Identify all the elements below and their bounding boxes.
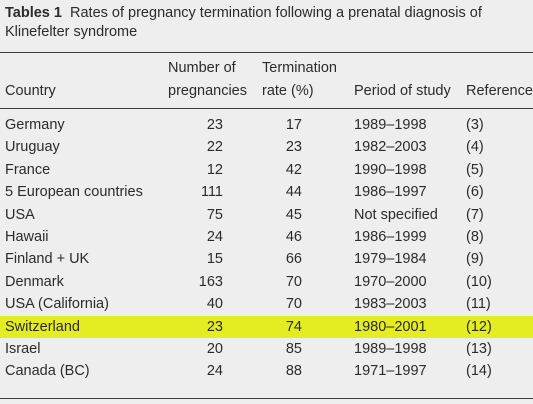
cell-reference: (3): [466, 117, 484, 133]
cell-period-of-study: 1970–2000: [354, 273, 427, 290]
table-row: Israel 20 85 1989–1998 (13): [0, 338, 533, 360]
cell-reference: (7): [466, 206, 484, 223]
cell-termination-rate: 44: [285, 184, 302, 201]
table-row: Finland + UK 15 66 1979–1984 (9): [0, 248, 533, 270]
cell-country: Finland + UK: [5, 251, 90, 268]
cell-termination-rate: 85: [285, 340, 302, 357]
cell-period-of-study: 1980–2001: [354, 318, 427, 335]
cell-reference: (9): [466, 251, 484, 268]
header-number-of-pregnancies: Number of pregnancies: [168, 59, 247, 101]
cell-reference: (13): [466, 340, 492, 357]
table-caption: Tables 1 Rates of pregnancy termination …: [5, 4, 525, 42]
cell-period-of-study: 1989–1998: [354, 340, 427, 357]
cell-termination-rate: 45: [285, 206, 302, 223]
cell-period-of-study: 1989–1998: [354, 117, 427, 133]
header-number-line1: Number of: [168, 60, 236, 76]
table-body: Germany 23 17 1989–1998 (3) Uruguay 22 23 1982–2…: [0, 114, 533, 383]
table-row: Uruguay 22 23 1982–2003 (4): [0, 136, 533, 158]
header-country: Country: [5, 83, 56, 99]
cell-termination-rate: 17: [285, 117, 302, 133]
cell-period-of-study: 1982–2003: [354, 139, 427, 156]
table-row: France 12 42 1990–1998 (5): [0, 159, 533, 181]
table-bottom-rule: [0, 398, 533, 399]
cell-termination-rate: 88: [285, 363, 302, 380]
cell-number-of-pregnancies: 163: [198, 273, 223, 290]
table-row: USA (California) 40 70 1983–2003 (11): [0, 293, 533, 315]
cell-period-of-study: 1986–1999: [354, 228, 427, 245]
cell-country: Switzerland: [5, 318, 80, 335]
cell-country: USA (California): [5, 296, 109, 313]
header-period-of-study: Period of study: [354, 83, 451, 99]
cell-period-of-study: 1986–1997: [354, 184, 427, 201]
cell-number-of-pregnancies: 23: [206, 117, 223, 133]
cell-period-of-study: 1983–2003: [354, 296, 427, 313]
cell-termination-rate: 74: [285, 318, 302, 335]
cell-termination-rate: 66: [285, 251, 302, 268]
cell-country: Canada (BC): [5, 363, 90, 380]
header-references: References: [466, 83, 533, 99]
cell-number-of-pregnancies: 75: [206, 206, 223, 223]
cell-period-of-study: 1990–1998: [354, 161, 427, 178]
cell-period-of-study: Not specified: [354, 206, 438, 223]
table-row: Germany 23 17 1989–1998 (3): [0, 114, 533, 136]
cell-country: Uruguay: [5, 139, 60, 156]
header-rate-line2: rate (%): [262, 83, 314, 99]
table-row: Denmark 163 70 1970–2000 (10): [0, 271, 533, 293]
table-row: Canada (BC) 24 88 1971–1997 (14): [0, 360, 533, 382]
table-row: 5 European countries 111 44 1986–1997 (6): [0, 181, 533, 203]
cell-country: USA: [5, 206, 35, 223]
cell-number-of-pregnancies: 20: [206, 340, 223, 357]
cell-termination-rate: 46: [285, 228, 302, 245]
table-row: USA 75 45 Not specified (7): [0, 204, 533, 226]
cell-reference: (14): [466, 363, 492, 380]
table-row: Hawaii 24 46 1986–1999 (8): [0, 226, 533, 248]
cell-number-of-pregnancies: 22: [206, 139, 223, 156]
cell-period-of-study: 1979–1984: [354, 251, 427, 268]
cell-period-of-study: 1971–1997: [354, 363, 427, 380]
header-termination-rate: Termination rate (%): [262, 59, 337, 101]
cell-number-of-pregnancies: 40: [206, 296, 223, 313]
cell-reference: (6): [466, 184, 484, 201]
cell-reference: (11): [466, 296, 491, 313]
cell-termination-rate: 70: [285, 296, 302, 313]
cell-termination-rate: 42: [285, 161, 302, 178]
cell-number-of-pregnancies: 24: [206, 363, 223, 380]
cell-number-of-pregnancies: 12: [206, 161, 223, 178]
cell-reference: (8): [466, 228, 484, 245]
cell-country: Hawaii: [5, 228, 49, 245]
table-caption-label: Tables 1: [5, 5, 62, 21]
table-caption-text: Rates of pregnancy termination following…: [5, 5, 482, 40]
cell-country: Denmark: [5, 273, 64, 290]
cell-number-of-pregnancies: 24: [206, 228, 223, 245]
cell-country: Germany: [5, 117, 65, 133]
cell-reference: (10): [466, 273, 492, 290]
cell-termination-rate: 23: [285, 139, 302, 156]
cell-number-of-pregnancies: 15: [206, 251, 223, 268]
cell-termination-rate: 70: [285, 273, 302, 290]
cell-reference: (5): [466, 161, 484, 178]
cell-country: 5 European countries: [5, 184, 143, 201]
cell-reference: (4): [466, 139, 484, 156]
table-top-rule: [0, 52, 533, 53]
cell-number-of-pregnancies: 111: [200, 184, 223, 201]
cell-reference: (12): [466, 318, 492, 335]
table-header-rule: [0, 108, 533, 109]
header-rate-line1: Termination: [262, 60, 337, 76]
cell-country: France: [5, 161, 51, 178]
table-row-highlighted: Switzerland 23 74 1980–2001 (12): [0, 315, 533, 338]
header-number-line2: pregnancies: [168, 83, 247, 99]
cell-number-of-pregnancies: 23: [206, 318, 223, 335]
cell-country: Israel: [5, 340, 41, 357]
